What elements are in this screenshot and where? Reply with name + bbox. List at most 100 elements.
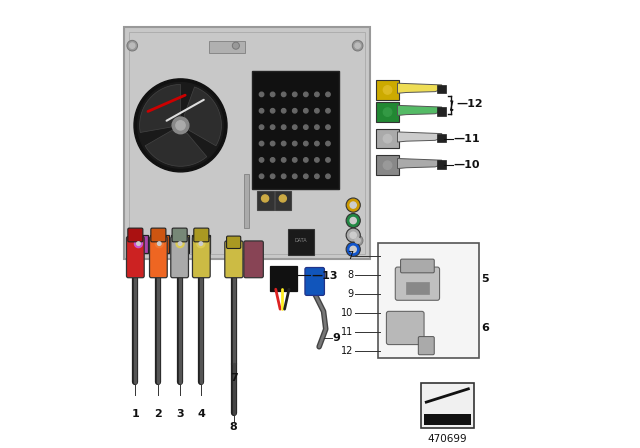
Circle shape (259, 174, 264, 178)
FancyBboxPatch shape (252, 71, 339, 189)
Circle shape (355, 238, 360, 243)
FancyBboxPatch shape (151, 228, 166, 242)
Polygon shape (397, 83, 442, 93)
FancyBboxPatch shape (437, 134, 445, 142)
Circle shape (350, 202, 356, 208)
FancyBboxPatch shape (288, 228, 314, 254)
Circle shape (282, 92, 286, 97)
Circle shape (292, 125, 297, 129)
Text: 11: 11 (341, 327, 353, 337)
FancyBboxPatch shape (275, 191, 291, 211)
Circle shape (346, 198, 360, 212)
Text: 6: 6 (482, 323, 490, 333)
Circle shape (326, 158, 330, 162)
Circle shape (353, 235, 363, 246)
Circle shape (282, 158, 286, 162)
Circle shape (315, 108, 319, 113)
FancyBboxPatch shape (150, 237, 167, 278)
Circle shape (127, 40, 138, 51)
FancyBboxPatch shape (191, 235, 210, 253)
Circle shape (292, 174, 297, 178)
FancyBboxPatch shape (376, 129, 399, 148)
Circle shape (282, 141, 286, 146)
Text: 1: 1 (131, 409, 140, 419)
Circle shape (262, 195, 269, 202)
Text: —13: —13 (311, 271, 338, 281)
FancyBboxPatch shape (225, 241, 243, 278)
FancyBboxPatch shape (420, 383, 474, 428)
FancyBboxPatch shape (128, 228, 143, 242)
FancyBboxPatch shape (437, 107, 445, 116)
FancyBboxPatch shape (376, 155, 399, 175)
FancyBboxPatch shape (127, 237, 144, 278)
Circle shape (199, 242, 203, 246)
Polygon shape (397, 105, 442, 116)
FancyBboxPatch shape (437, 85, 445, 94)
Circle shape (134, 79, 227, 172)
FancyBboxPatch shape (193, 237, 210, 278)
FancyBboxPatch shape (419, 336, 435, 355)
Text: —11: —11 (454, 134, 481, 144)
Circle shape (315, 158, 319, 162)
Text: 7: 7 (230, 373, 237, 383)
Circle shape (282, 108, 286, 113)
FancyBboxPatch shape (150, 235, 168, 253)
Circle shape (259, 158, 264, 162)
Circle shape (156, 240, 163, 248)
Circle shape (383, 86, 392, 94)
Circle shape (346, 228, 360, 242)
Circle shape (303, 92, 308, 97)
FancyBboxPatch shape (406, 282, 429, 294)
Circle shape (326, 141, 330, 146)
FancyBboxPatch shape (129, 235, 148, 253)
Circle shape (138, 82, 223, 168)
FancyBboxPatch shape (305, 267, 324, 295)
Circle shape (259, 92, 264, 97)
Polygon shape (397, 159, 442, 168)
Circle shape (383, 108, 392, 116)
FancyBboxPatch shape (396, 267, 440, 300)
Circle shape (157, 242, 161, 246)
Circle shape (355, 43, 360, 48)
Text: 3: 3 (176, 409, 184, 419)
FancyBboxPatch shape (172, 228, 187, 242)
Circle shape (279, 195, 286, 202)
Polygon shape (140, 85, 180, 133)
Text: 8: 8 (230, 422, 237, 432)
Circle shape (172, 117, 189, 134)
Circle shape (303, 174, 308, 178)
Text: —10: —10 (454, 160, 480, 170)
Circle shape (179, 242, 182, 246)
Circle shape (315, 92, 319, 97)
Circle shape (303, 125, 308, 129)
Circle shape (232, 42, 239, 49)
Circle shape (197, 240, 205, 248)
FancyBboxPatch shape (171, 237, 189, 278)
Circle shape (383, 161, 392, 169)
Text: 2: 2 (154, 409, 163, 419)
Text: 5: 5 (482, 274, 489, 284)
Circle shape (127, 235, 138, 246)
Circle shape (292, 108, 297, 113)
Text: 9: 9 (347, 289, 353, 299)
Circle shape (292, 158, 297, 162)
Text: 12: 12 (341, 346, 353, 356)
Circle shape (350, 246, 356, 253)
Circle shape (315, 174, 319, 178)
FancyBboxPatch shape (270, 266, 297, 291)
Circle shape (271, 158, 275, 162)
Text: 9: 9 (332, 333, 340, 343)
Text: 10: 10 (341, 308, 353, 318)
Text: —12: —12 (456, 99, 483, 109)
Circle shape (353, 40, 363, 51)
Polygon shape (397, 132, 442, 142)
Circle shape (326, 108, 330, 113)
FancyBboxPatch shape (401, 259, 435, 273)
Circle shape (129, 238, 135, 243)
Circle shape (271, 108, 275, 113)
Text: 470699: 470699 (428, 435, 467, 444)
FancyBboxPatch shape (376, 102, 399, 122)
Circle shape (259, 125, 264, 129)
Circle shape (282, 174, 286, 178)
Text: 8: 8 (347, 270, 353, 280)
